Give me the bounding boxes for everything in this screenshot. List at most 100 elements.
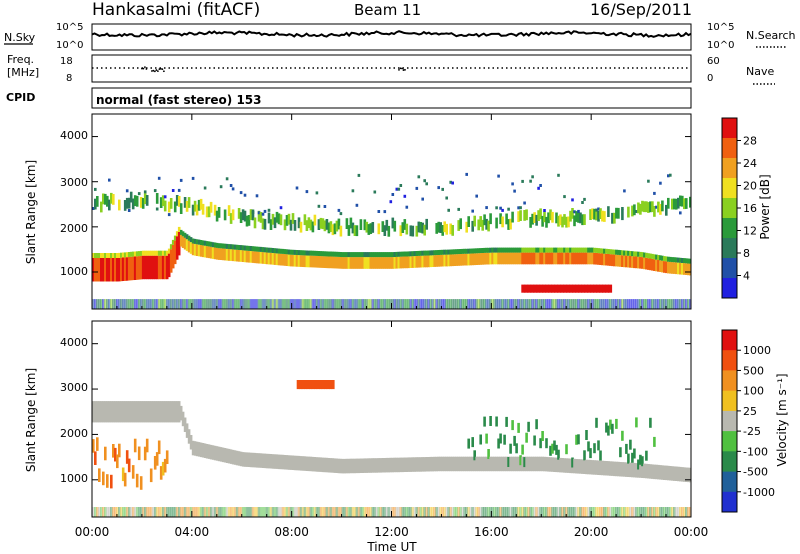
velocity-cell (511, 420, 514, 431)
power-ytick-4000: 4000 (60, 129, 88, 142)
power-cell (587, 252, 590, 265)
frequency-dot (404, 68, 406, 71)
velocity-cell (375, 507, 379, 517)
power-cell (237, 208, 241, 219)
power-cell (421, 222, 424, 234)
power-cell (211, 247, 215, 259)
power-cell (131, 198, 135, 210)
velocity-cell (535, 456, 538, 472)
power-cell (235, 249, 239, 262)
velocity-cell (445, 456, 448, 472)
power-cell (137, 192, 141, 196)
power-cell (179, 234, 183, 247)
power-colorbar-swatch (722, 138, 737, 159)
power-cell (543, 252, 546, 265)
power-cell (108, 258, 111, 282)
velocity-cell (343, 507, 347, 517)
power-cell (421, 299, 424, 309)
power-cell (371, 252, 375, 258)
power-cell (675, 198, 678, 210)
power-colorbar-swatch (722, 178, 737, 199)
velocity-cell (615, 418, 618, 429)
power-cell (451, 225, 454, 236)
velocity-cell (137, 507, 141, 517)
power-cell (575, 247, 578, 253)
power-cell (457, 299, 460, 309)
power-cell (205, 206, 209, 218)
velocity-cell (185, 507, 189, 517)
velocity-cell (443, 456, 446, 472)
x-axis-label: Time UT (366, 540, 417, 554)
velocity-cell (417, 457, 421, 472)
power-cell (369, 257, 373, 269)
frequency-dot (402, 69, 405, 71)
power-cell (106, 195, 109, 207)
power-cell (619, 299, 622, 309)
power-cell (133, 251, 137, 257)
power-cell (271, 253, 275, 265)
power-cell (331, 224, 335, 236)
power-cell (135, 195, 139, 207)
power-cell (389, 299, 393, 309)
power-colorbar-tick-label: 24 (743, 157, 757, 170)
velocity-cell (181, 411, 185, 427)
power-cell (677, 197, 680, 209)
velocity-cell (575, 459, 578, 474)
power-cell (659, 260, 662, 272)
power-cell (283, 249, 287, 255)
velocity-cell (553, 457, 556, 472)
power-cell (581, 214, 584, 226)
velocity-cell (401, 457, 405, 473)
power-cell (639, 299, 642, 309)
power-cell (543, 209, 546, 212)
velocity-cell (389, 457, 393, 473)
power-cell (437, 221, 440, 233)
power-cell (291, 213, 295, 224)
velocity-cell (337, 507, 341, 517)
velocity-cell (203, 443, 207, 458)
power-cell (205, 299, 209, 309)
power-cell (659, 255, 662, 261)
power-cell (409, 299, 413, 309)
velocity-cell (495, 456, 498, 472)
power-cell (357, 299, 361, 309)
velocity-colorbar-tick-label: -25 (743, 425, 761, 438)
power-cell (571, 247, 574, 253)
velocity-cell (104, 401, 107, 423)
power-cell (635, 210, 638, 213)
date-title: 16/Sep/2011 (590, 0, 692, 19)
velocity-cell (421, 457, 424, 472)
velocity-cell (497, 456, 500, 472)
power-cell (191, 204, 195, 216)
velocity-cell (527, 456, 530, 472)
power-cell (673, 198, 676, 210)
velocity-cell (299, 507, 303, 517)
velocity-cell (371, 458, 375, 473)
velocity-cell (481, 507, 484, 517)
power-cell (499, 206, 502, 210)
power-cell (541, 247, 544, 253)
power-cell (469, 248, 472, 254)
power-cell (413, 299, 417, 309)
power-cell (647, 202, 650, 213)
velocity-cell (527, 507, 530, 517)
power-cell (511, 252, 514, 265)
power-cell (521, 284, 526, 293)
power-cell (365, 257, 369, 269)
power-cell (163, 299, 167, 309)
power-cell (511, 182, 514, 186)
power-cell (471, 248, 474, 254)
power-cell (587, 284, 592, 293)
power-cell (655, 254, 658, 260)
power-cell (377, 257, 381, 269)
power-cell (617, 254, 620, 267)
power-cell (229, 299, 233, 309)
power-cell (581, 284, 586, 293)
power-cell (621, 209, 624, 221)
power-cell (307, 217, 311, 229)
power-cell (495, 217, 498, 229)
velocity-cell (599, 450, 602, 461)
velocity-cell (569, 458, 572, 474)
power-cell (94, 187, 97, 191)
power-cell (593, 247, 596, 253)
